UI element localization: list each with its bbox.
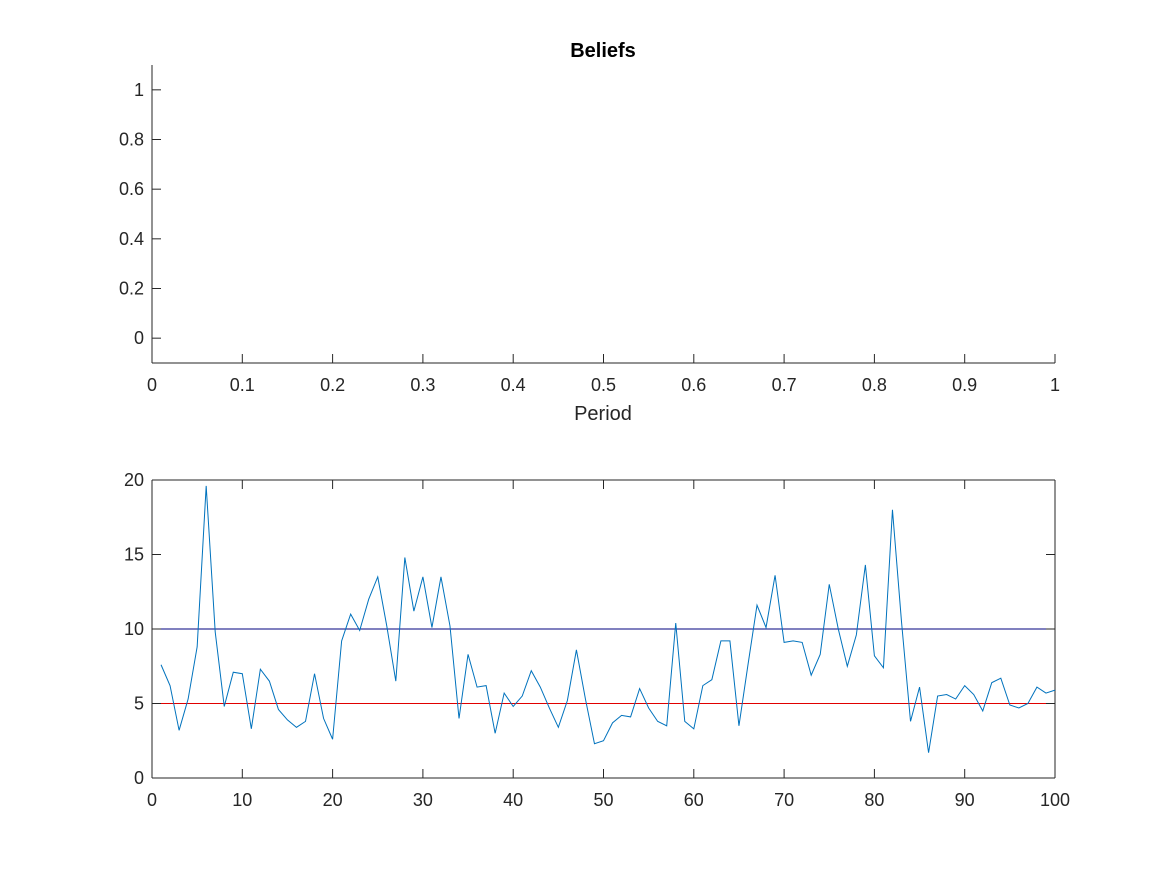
beliefs-x-tick-label: 0.4	[501, 375, 526, 395]
series-y-tick-label: 20	[124, 470, 144, 490]
series-y-tick-label: 5	[134, 694, 144, 714]
series-x-tick-label: 80	[864, 790, 884, 810]
beliefs-y-tick-label: 0.2	[119, 279, 144, 299]
beliefs-x-tick-label: 1	[1050, 375, 1060, 395]
beliefs-x-tick-label: 0.6	[681, 375, 706, 395]
beliefs-x-tick-label: 0.9	[952, 375, 977, 395]
beliefs-x-tick-label: 0.1	[230, 375, 255, 395]
series-x-tick-label: 30	[413, 790, 433, 810]
series-x-tick-label: 50	[593, 790, 613, 810]
series-x-tick-label: 60	[684, 790, 704, 810]
series-x-tick-label: 40	[503, 790, 523, 810]
beliefs-xlabel: Period	[574, 403, 632, 425]
beliefs-y-tick-label: 1	[134, 80, 144, 100]
beliefs-x-tick-label: 0.3	[410, 375, 435, 395]
beliefs-x-tick-label: 0.8	[862, 375, 887, 395]
series-y-tick-label: 0	[134, 768, 144, 788]
series-x-tick-label: 10	[232, 790, 252, 810]
series-axes: 0 10 20 30 40 50 60 70 80 90 100 0 5 10 15 20	[124, 470, 1070, 810]
beliefs-x-tick-label: 0.7	[772, 375, 797, 395]
beliefs-title: Beliefs	[570, 40, 636, 62]
beliefs-axes: Beliefs Period 0 0.1 0.2 0.3 0.4 0.5 0.6 0.7 0.8…	[119, 40, 1060, 425]
beliefs-y-tick-label: 0.4	[119, 229, 144, 249]
beliefs-x-tick-label: 0.2	[320, 375, 345, 395]
series-x-tick-label: 100	[1040, 790, 1070, 810]
series-y-tick-label: 15	[124, 545, 144, 565]
series-x-tick-label: 70	[774, 790, 794, 810]
series-y-tick-label: 10	[124, 619, 144, 639]
beliefs-x-tick-label: 0	[147, 375, 157, 395]
beliefs-x-tick-label: 0.5	[591, 375, 616, 395]
series-x-tick-label: 0	[147, 790, 157, 810]
beliefs-y-tick-label: 0.6	[119, 179, 144, 199]
series-x-tick-label: 20	[323, 790, 343, 810]
beliefs-y-tick-label: 0	[134, 328, 144, 348]
beliefs-y-tick-label: 0.8	[119, 130, 144, 150]
series-series-line-0	[160, 485, 1056, 753]
series-x-tick-label: 90	[955, 790, 975, 810]
